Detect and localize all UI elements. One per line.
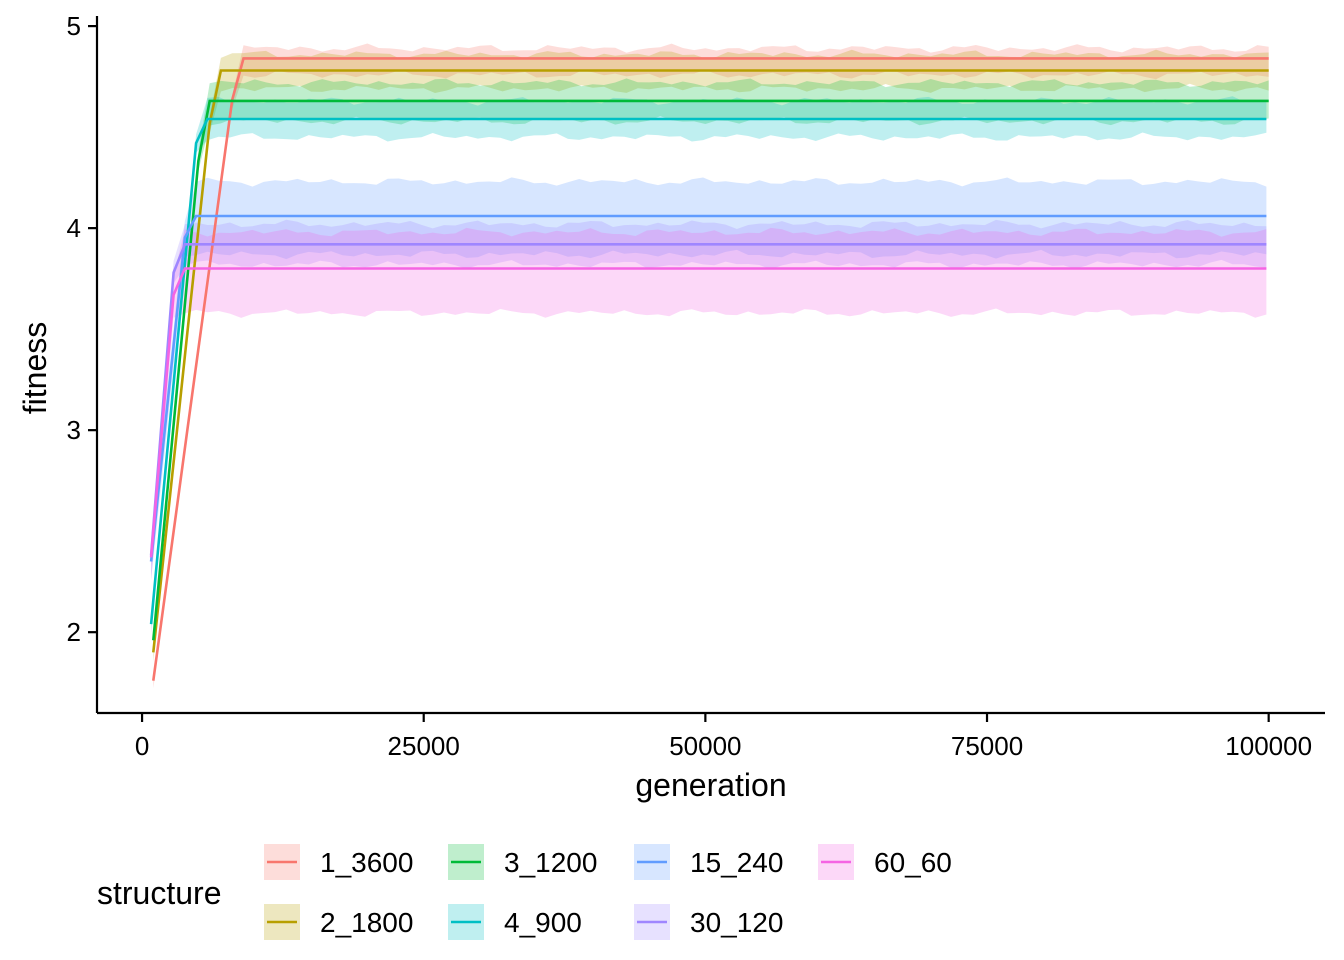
legend-item-30-120: 30_120 [634, 904, 783, 940]
x-tick-label: 100000 [1225, 731, 1312, 761]
ribbon-layer [151, 43, 1269, 689]
legend-label-30-120: 30_120 [690, 907, 783, 938]
ribbon-3-1200 [153, 78, 1269, 652]
x-axis-ticks: 0 25000 50000 75000 100000 [135, 713, 1312, 761]
legend-label-3-1200: 3_1200 [504, 847, 597, 878]
legend-item-4-900: 4_900 [448, 904, 582, 940]
y-tick-label: 3 [67, 415, 81, 445]
series-line-3-1200 [152, 99, 1269, 641]
ribbon-2-1800 [153, 49, 1269, 662]
ribbon-30-120 [151, 219, 1267, 567]
ribbon-1-3600 [153, 43, 1269, 689]
legend-item-2-1800: 2_1800 [264, 904, 413, 940]
y-tick-label: 2 [67, 617, 81, 647]
ribbon-4-900 [151, 96, 1267, 633]
y-axis-ticks: 2 3 4 5 [67, 11, 97, 647]
legend-label-60-60: 60_60 [874, 847, 952, 878]
legend-item-60-60: 60_60 [818, 844, 952, 880]
legend-label-2-1800: 2_1800 [320, 907, 413, 938]
series-line-2-1800 [152, 69, 1269, 653]
series-line-4-900 [149, 117, 1267, 625]
legend-item-1-3600: 1_3600 [264, 844, 413, 880]
series-line-layer [149, 57, 1269, 681]
x-tick-label: 50000 [669, 731, 741, 761]
series-line-60-60 [149, 267, 1267, 558]
x-axis-title: generation [635, 767, 786, 803]
series-line-15-240 [149, 214, 1267, 562]
series-line-1-3600 [152, 57, 1269, 681]
legend-title: structure [97, 875, 221, 911]
legend-item-3-1200: 3_1200 [448, 844, 597, 880]
legend-label-4-900: 4_900 [504, 907, 582, 938]
x-tick-label: 25000 [388, 731, 460, 761]
y-axis-title: fitness [17, 322, 53, 414]
y-tick-label: 4 [67, 213, 81, 243]
series-line-30-120 [149, 243, 1267, 556]
x-tick-label: 75000 [951, 731, 1023, 761]
legend-item-15-240: 15_240 [634, 844, 783, 880]
ribbon-60-60 [151, 227, 1267, 581]
legend-label-1-3600: 1_3600 [320, 847, 413, 878]
legend-label-15-240: 15_240 [690, 847, 783, 878]
x-tick-label: 0 [135, 731, 149, 761]
legend: structure 1_3600 2_1800 3_1200 4_900 15_240 3… [97, 844, 952, 940]
ribbon-15-240 [151, 177, 1267, 580]
y-tick-label: 5 [67, 11, 81, 41]
